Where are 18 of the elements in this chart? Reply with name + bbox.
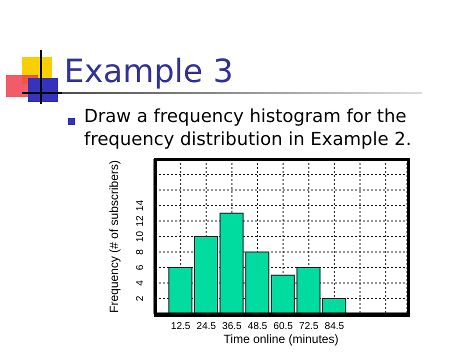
y-tick-label: 12 <box>135 215 146 227</box>
x-tick-label: 48.5 <box>248 321 268 332</box>
chart-subtitle: Draw a frequency histogram for the frequency distribution in Example 2. <box>84 105 412 151</box>
chart-title: Example 3 <box>64 52 234 90</box>
x-axis-title: Time online (minutes) <box>224 332 338 346</box>
x-tick-label: 84.5 <box>324 321 345 332</box>
x-tick-label: 12.5 <box>170 321 191 332</box>
y-tick-label: 8 <box>135 248 146 255</box>
y-tick-label: 14 <box>135 200 146 212</box>
y-tick-label: 6 <box>135 264 146 270</box>
x-tick-label: 60.5 <box>273 321 294 332</box>
y-tick-label: 10 <box>135 230 146 242</box>
x-tick-label: 72.5 <box>299 321 319 332</box>
x-tick-label: 24.5 <box>196 321 216 332</box>
x-tick-label: 36.5 <box>222 321 242 332</box>
y-tick-label: 4 <box>135 280 146 286</box>
y-tick-label: 2 <box>135 295 146 302</box>
y-axis-title: Frequency (# of subscribers) <box>107 160 121 313</box>
